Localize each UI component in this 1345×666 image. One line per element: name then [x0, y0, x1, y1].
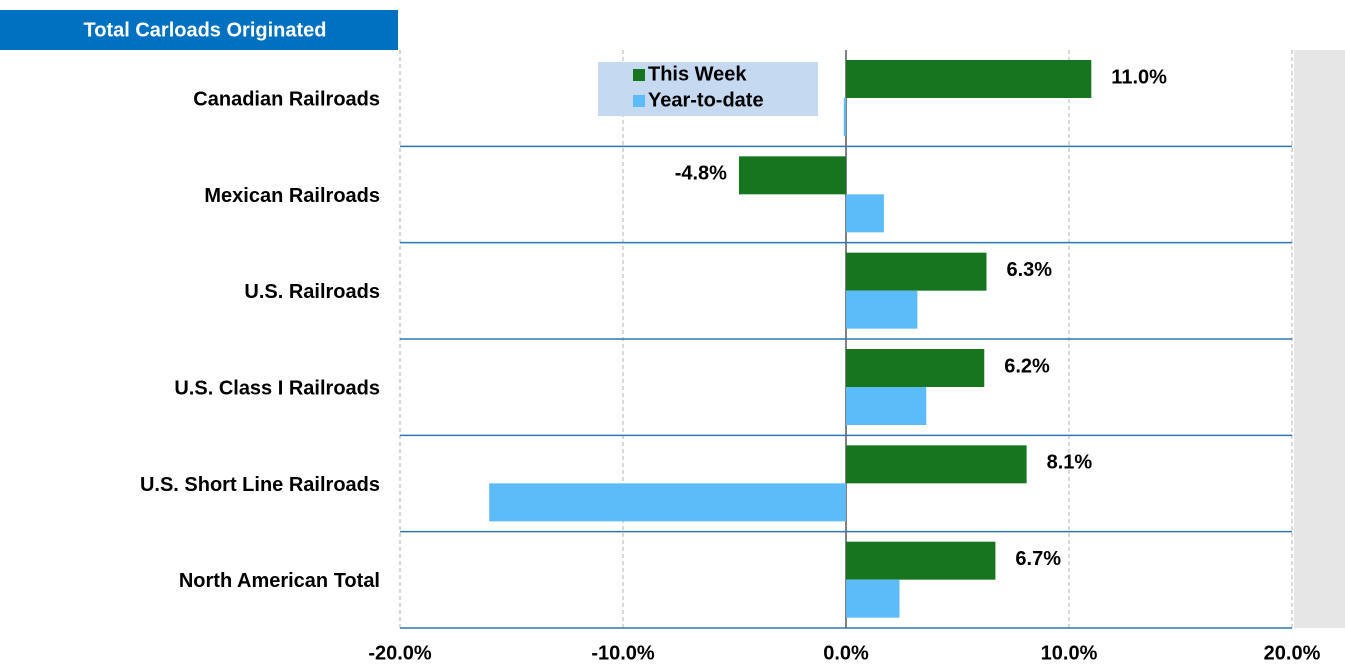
- legend-swatch: [633, 95, 645, 107]
- bar: [738, 156, 846, 195]
- category-label: U.S. Railroads: [244, 281, 380, 303]
- bar: [843, 98, 846, 136]
- x-tick-label: 0.0%: [823, 642, 869, 664]
- bar: [846, 445, 1027, 484]
- legend-label: Year-to-date: [648, 89, 764, 111]
- bar: [846, 252, 987, 291]
- bar: [846, 579, 900, 618]
- data-label: 11.0%: [1111, 66, 1167, 88]
- title-box: [0, 10, 398, 50]
- data-label: 6.2%: [1004, 355, 1050, 377]
- bar: [489, 483, 846, 522]
- bar: [846, 541, 996, 580]
- data-label: 6.7%: [1015, 548, 1061, 570]
- bar: [846, 387, 927, 425]
- data-label: 6.3%: [1006, 259, 1052, 281]
- x-tick-label: -20.0%: [368, 642, 432, 664]
- side-panel: [1294, 50, 1345, 628]
- category-label: Mexican Railroads: [204, 185, 380, 207]
- x-tick-label: 20.0%: [1264, 642, 1321, 664]
- category-label: U.S. Short Line Railroads: [140, 474, 380, 496]
- category-label: Canadian Railroads: [193, 88, 380, 110]
- bar: [846, 60, 1092, 98]
- legend-swatch: [633, 69, 645, 81]
- data-label: -4.8%: [675, 163, 727, 185]
- bar: [846, 290, 918, 329]
- x-tick-label: 10.0%: [1041, 642, 1098, 664]
- chart-title: Total Carloads Originated: [84, 19, 327, 41]
- bar: [846, 194, 884, 233]
- legend-label: This Week: [648, 63, 747, 85]
- x-tick-label: -10.0%: [591, 642, 655, 664]
- data-label: 8.1%: [1047, 452, 1093, 474]
- category-label: North American Total: [179, 570, 380, 592]
- category-label: U.S. Class I Railroads: [174, 377, 380, 399]
- bar: [846, 349, 985, 387]
